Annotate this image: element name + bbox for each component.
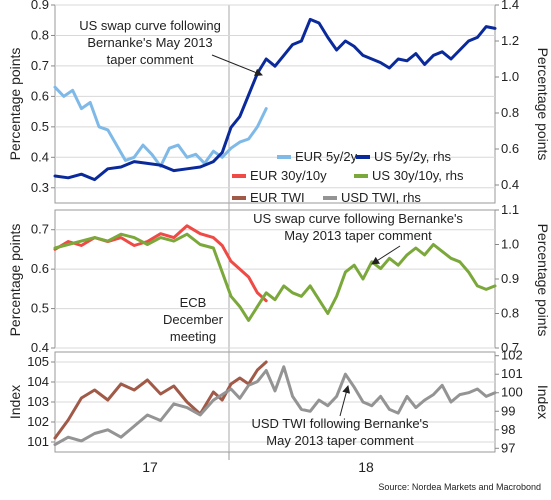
left-tick-label: 0.7 xyxy=(31,222,49,237)
right-tick-label: 102 xyxy=(501,348,523,363)
mid-annotation-arrow xyxy=(371,245,401,265)
right-tick-label: 1.0 xyxy=(501,69,519,84)
x-category-18: 18 xyxy=(358,459,374,475)
left-tick-label: 101 xyxy=(27,434,49,449)
ecb-annotation-line-3: meeting xyxy=(170,329,216,344)
right-tick-label: 0.8 xyxy=(501,306,519,321)
mid-annotation-line-1: US swap curve following Bernanke's xyxy=(253,211,463,226)
left-tick-label: 0.4 xyxy=(31,149,49,164)
left-tick-label: 0.3 xyxy=(31,180,49,195)
top-annotation-arrow xyxy=(211,54,263,77)
right-tick-label: 0.6 xyxy=(501,141,519,156)
left-tick-label: 102 xyxy=(27,414,49,429)
source-note: Source: Nordea Markets and Macrobond xyxy=(378,482,541,492)
right-tick-label: 1.1 xyxy=(501,202,519,217)
series-line-usd-twi-rhs xyxy=(53,365,497,447)
top-annotation-line-2: Bernanke's May 2013 xyxy=(87,35,212,50)
mid-annotation-line-2: May 2013 taper comment xyxy=(284,228,432,243)
right-tick-label: 0.7 xyxy=(501,340,519,355)
legend-label: EUR TWI xyxy=(250,190,305,205)
bot-right-ylabel: Index xyxy=(535,385,551,419)
right-tick-label: 97 xyxy=(501,440,515,455)
bot-left-ylabel: Index xyxy=(7,385,23,419)
right-tick-label: 101 xyxy=(501,366,523,381)
right-tick-label: 0.4 xyxy=(501,177,519,192)
left-tick-label: 0.8 xyxy=(31,27,49,42)
left-tick-label: 0.5 xyxy=(31,301,49,316)
legend-label: US 30y/10y, rhs xyxy=(372,168,464,183)
bot-annotation-line-1: USD TWI following Bernanke's xyxy=(251,416,429,431)
left-tick-label: 0.4 xyxy=(31,340,49,355)
left-tick-label: 105 xyxy=(27,354,49,369)
legend-label: EUR 5y/2y xyxy=(295,149,358,164)
right-tick-label: 0.9 xyxy=(501,271,519,286)
left-tick-label: 0.9 xyxy=(31,0,49,12)
left-tick-label: 0.5 xyxy=(31,119,49,134)
right-tick-label: 98 xyxy=(501,422,515,437)
top-left-ylabel: Percentage points xyxy=(7,48,23,161)
legend-label: USD TWI, rhs xyxy=(341,190,421,205)
left-tick-label: 0.6 xyxy=(31,261,49,276)
top-annotation-line-3: taper comment xyxy=(107,52,194,67)
x-category-17: 17 xyxy=(142,459,158,475)
left-tick-label: 0.6 xyxy=(31,88,49,103)
right-tick-label: 1.2 xyxy=(501,33,519,48)
right-tick-label: 100 xyxy=(501,385,523,400)
right-tick-label: 99 xyxy=(501,403,515,418)
legend-label: EUR 30y/10y xyxy=(250,168,327,183)
series-line-us-5y-2y-rhs xyxy=(53,17,497,182)
right-tick-label: 1.0 xyxy=(501,237,519,252)
series-line-eur-twi xyxy=(53,360,268,440)
ecb-annotation-line-1: ECB xyxy=(180,295,207,310)
top-right-ylabel: Percentage points xyxy=(535,48,551,161)
left-tick-label: 104 xyxy=(27,374,49,389)
right-tick-label: 1.4 xyxy=(501,0,519,12)
mid-left-ylabel: Percentage points xyxy=(7,224,23,337)
series-line-us-30y-10y-rhs xyxy=(53,232,497,322)
left-tick-label: 103 xyxy=(27,394,49,409)
legend-label: US 5y/2y, rhs xyxy=(374,149,452,164)
mid-right-ylabel: Percentage points xyxy=(535,224,551,337)
top-annotation-line-1: US swap curve following xyxy=(79,18,221,33)
bot-annotation-line-2: May 2013 taper comment xyxy=(266,433,414,448)
right-tick-label: 0.8 xyxy=(501,105,519,120)
left-tick-label: 0.7 xyxy=(31,58,49,73)
bot-annotation-arrow xyxy=(339,385,351,417)
ecb-annotation-line-2: December xyxy=(163,312,224,327)
